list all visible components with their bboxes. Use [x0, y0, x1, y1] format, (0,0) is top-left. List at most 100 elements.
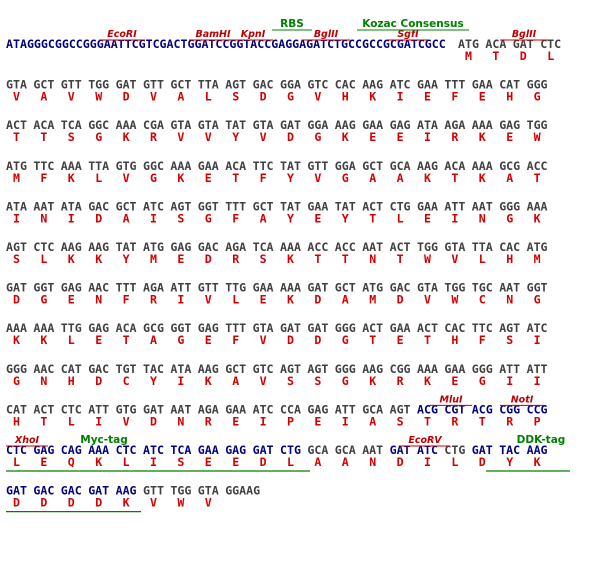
amino-acid: M: [13, 171, 20, 185]
codon: CTC: [116, 443, 137, 457]
codon: GAT: [6, 281, 27, 295]
codon: GTG: [116, 159, 137, 173]
codon: TTT: [116, 281, 137, 295]
codon: CAT: [61, 362, 82, 376]
amino-acid: G: [479, 374, 486, 388]
codon: GTA: [198, 484, 219, 498]
codon: GGG: [499, 199, 520, 213]
amino-acid: I: [177, 293, 184, 307]
amino-acid: D: [68, 496, 75, 510]
codon: TTA: [88, 159, 109, 173]
amino-acid: S: [13, 252, 20, 266]
amino-acid: K: [424, 374, 431, 388]
amino-acid: V: [314, 171, 321, 185]
amino-acid: S: [506, 333, 513, 347]
amino-acid: D: [13, 496, 20, 510]
codon: ATC: [527, 321, 548, 335]
restriction-site: BglII: [314, 29, 339, 40]
codon: GTG: [116, 402, 137, 416]
amino-acid: P: [534, 414, 541, 428]
amino-acid: I: [424, 130, 431, 144]
restriction-site: KpnI: [241, 29, 266, 40]
codon: GAA: [444, 362, 465, 376]
amino-acid: N: [479, 211, 486, 225]
amino-acid: R: [150, 130, 157, 144]
amino-acid: K: [68, 252, 75, 266]
codon: AAT: [472, 199, 493, 213]
amino-acid: L: [397, 211, 404, 225]
amino-acid: E: [95, 333, 102, 347]
amino-acid: G: [506, 211, 513, 225]
amino-acid: D: [397, 293, 404, 307]
codon: AAG: [417, 159, 438, 173]
codon: TTC: [33, 159, 54, 173]
codon: GGC: [88, 118, 109, 132]
amino-acid: V: [150, 496, 157, 510]
codon: TTG: [61, 321, 82, 335]
codon: GCT: [253, 199, 274, 213]
codon: CGG: [390, 362, 411, 376]
codon: GAA: [225, 402, 246, 416]
amino-acid: G: [287, 90, 294, 104]
amino-acid: H: [506, 90, 513, 104]
restriction-site: XhoI: [14, 435, 40, 446]
codon: TTT: [225, 321, 246, 335]
codon: ATC: [143, 443, 164, 457]
codon: AAT: [170, 402, 191, 416]
codon: TAC: [143, 362, 164, 376]
codon: GCA: [362, 402, 383, 416]
amino-acid: Y: [506, 455, 513, 469]
codon: GAA: [362, 118, 383, 132]
codon: ATG: [6, 159, 27, 173]
codon: GAC: [198, 240, 219, 254]
codon: ATC: [253, 402, 274, 416]
amino-acid: T: [424, 414, 431, 428]
amino-acid: D: [123, 90, 130, 104]
codon: GGG: [335, 321, 356, 335]
amino-acid: S: [177, 455, 184, 469]
amino-acid: T: [342, 252, 349, 266]
codon: TGG: [444, 281, 465, 295]
amino-acid: T: [424, 333, 431, 347]
amino-acid: E: [369, 130, 376, 144]
codon: GTA: [6, 78, 27, 92]
codon: GCG: [499, 159, 520, 173]
amino-acid: I: [177, 374, 184, 388]
codon: ATT: [335, 402, 356, 416]
codon: AGA: [143, 281, 164, 295]
codon: AGT: [280, 362, 301, 376]
codon: AAG: [362, 362, 383, 376]
codon: CAC: [335, 78, 356, 92]
codon: AAC: [88, 281, 109, 295]
amino-acid: G: [95, 130, 102, 144]
codon: GAT: [88, 484, 109, 498]
amino-acid: G: [13, 374, 20, 388]
amino-acid: L: [123, 455, 130, 469]
codon: TTT: [225, 199, 246, 213]
codon: GAG: [225, 443, 246, 457]
codon: ATC: [390, 78, 411, 92]
amino-acid: I: [68, 211, 75, 225]
codon: GCA: [335, 443, 356, 457]
amino-acid: R: [397, 374, 404, 388]
amino-acid: E: [205, 455, 212, 469]
amino-acid: T: [492, 49, 499, 63]
codon: ACT: [6, 118, 27, 132]
codon: GAA: [198, 443, 219, 457]
amino-acid: D: [287, 333, 294, 347]
amino-acid: L: [479, 252, 486, 266]
codon: GCA: [307, 443, 328, 457]
feature-label: Kozac Consensus: [362, 18, 463, 30]
amino-acid: K: [534, 455, 541, 469]
codon: ATT: [527, 362, 548, 376]
codon: GAG: [499, 118, 520, 132]
codon: GAG: [307, 402, 328, 416]
amino-acid: R: [451, 414, 458, 428]
codon: GCT: [170, 78, 191, 92]
codon: GCT: [225, 362, 246, 376]
amino-acid: G: [314, 130, 321, 144]
amino-acid: A: [260, 211, 267, 225]
amino-acid: K: [205, 374, 212, 388]
amino-acid: V: [205, 130, 212, 144]
codon: AAA: [417, 362, 438, 376]
